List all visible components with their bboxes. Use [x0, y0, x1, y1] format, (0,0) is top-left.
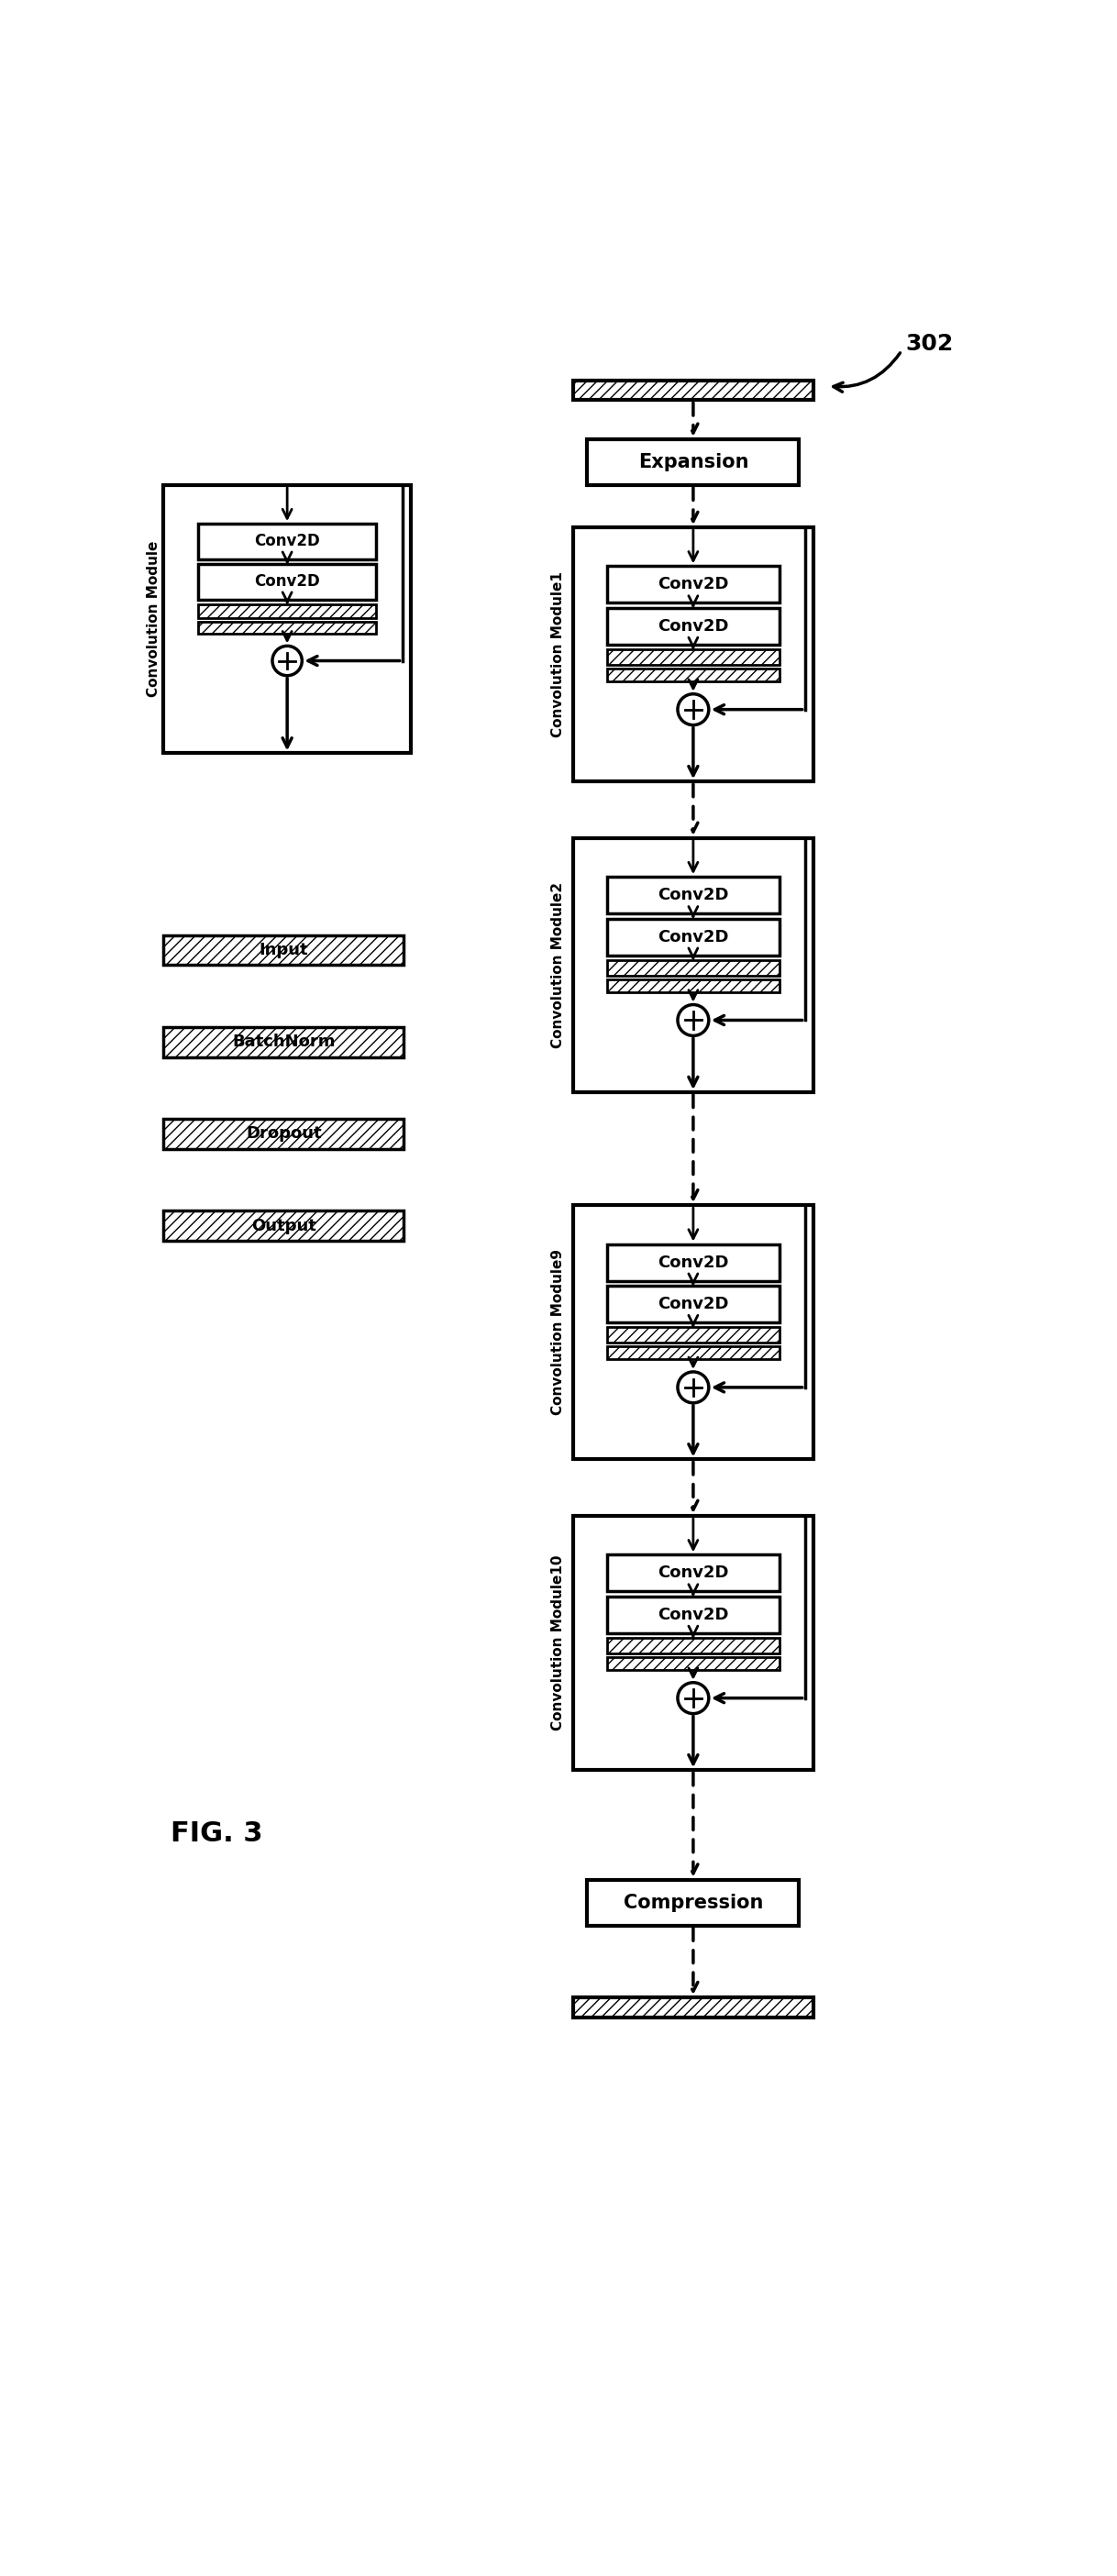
Bar: [607, 1244, 780, 1280]
Bar: [588, 1880, 799, 1924]
Text: Conv2D: Conv2D: [658, 1255, 728, 1270]
Bar: [573, 837, 813, 1092]
Text: Dropout: Dropout: [246, 1126, 322, 1141]
Bar: [607, 1556, 780, 1592]
Bar: [607, 1638, 780, 1654]
Bar: [607, 1285, 780, 1321]
Bar: [198, 564, 376, 600]
Bar: [607, 670, 780, 680]
Text: Output: Output: [251, 1218, 316, 1234]
Text: Compression: Compression: [623, 1893, 763, 1911]
Text: Conv2D: Conv2D: [658, 1607, 728, 1623]
Bar: [163, 935, 403, 966]
Text: Conv2D: Conv2D: [658, 927, 728, 945]
Bar: [607, 649, 780, 665]
Bar: [607, 979, 780, 992]
Text: Convolution Module1: Convolution Module1: [551, 572, 565, 737]
Text: Convolution Module10: Convolution Module10: [551, 1556, 565, 1731]
Text: Conv2D: Conv2D: [658, 577, 728, 592]
Text: Conv2D: Conv2D: [658, 886, 728, 904]
Text: Conv2D: Conv2D: [255, 533, 321, 549]
Text: Convolution Module: Convolution Module: [146, 541, 160, 698]
Text: BatchNorm: BatchNorm: [232, 1033, 335, 1051]
Bar: [163, 1211, 403, 1242]
Text: FIG. 3: FIG. 3: [171, 1821, 262, 1847]
Bar: [607, 608, 780, 644]
Text: Expansion: Expansion: [638, 453, 748, 471]
Bar: [607, 567, 780, 603]
Bar: [163, 1028, 403, 1056]
Bar: [198, 605, 376, 618]
Bar: [198, 523, 376, 559]
Bar: [573, 1206, 813, 1461]
Text: Conv2D: Conv2D: [658, 618, 728, 634]
Text: Convolution Module2: Convolution Module2: [551, 881, 565, 1048]
Bar: [198, 621, 376, 634]
Bar: [607, 1347, 780, 1360]
Bar: [163, 1118, 403, 1149]
Bar: [607, 920, 780, 956]
Text: Convolution Module9: Convolution Module9: [551, 1249, 565, 1414]
Bar: [607, 1656, 780, 1669]
Bar: [573, 381, 813, 399]
Text: 302: 302: [905, 332, 953, 355]
Bar: [573, 1996, 813, 2017]
Bar: [573, 528, 813, 781]
Text: Conv2D: Conv2D: [658, 1296, 728, 1311]
Bar: [607, 1597, 780, 1633]
Bar: [607, 1327, 780, 1342]
Bar: [588, 438, 799, 484]
Text: Input: Input: [259, 943, 308, 958]
Bar: [573, 1515, 813, 1770]
Text: Conv2D: Conv2D: [658, 1564, 728, 1582]
Bar: [163, 484, 411, 752]
Bar: [607, 961, 780, 976]
Bar: [607, 876, 780, 914]
Text: Conv2D: Conv2D: [255, 574, 321, 590]
